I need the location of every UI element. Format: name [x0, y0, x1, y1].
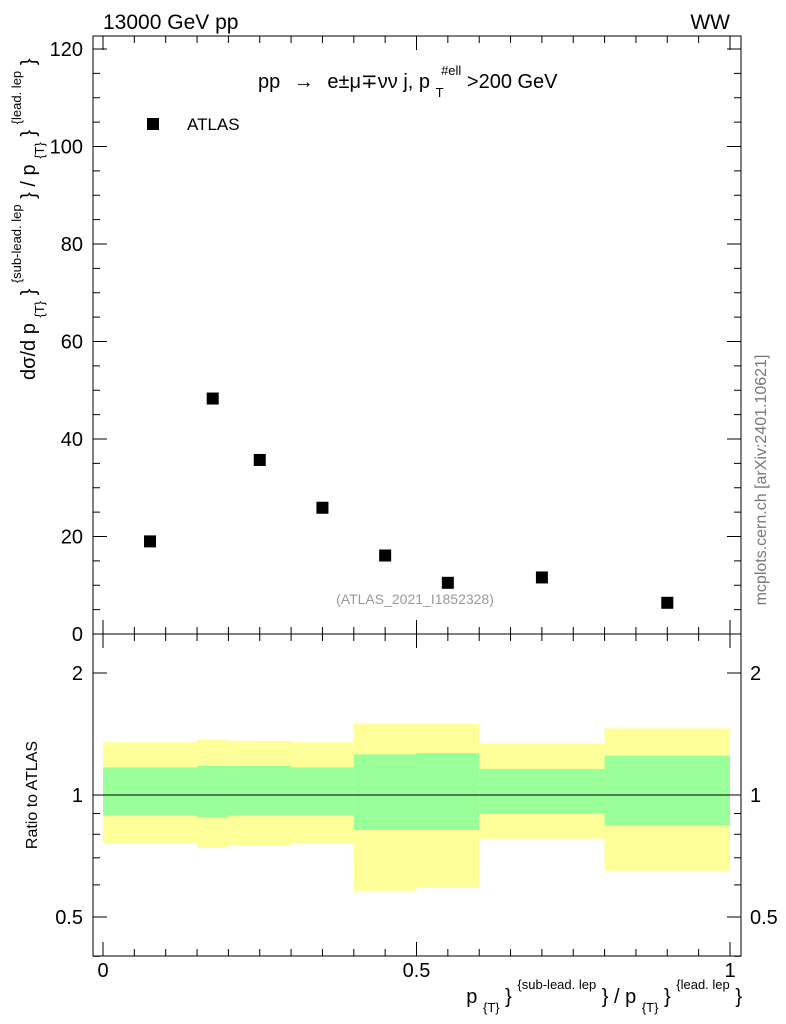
data-point: [253, 453, 266, 466]
process-label: pp → e±μ∓νν j, p T #ell >200 GeV: [258, 58, 558, 102]
main-y-tick-label: 0: [72, 624, 83, 646]
x-tick-label: 0.5: [403, 960, 431, 982]
ratio-inner-band: [291, 767, 354, 816]
data-point: [144, 535, 157, 548]
x-axis-label: p {T} } {sub-lead. lep } / p {T} } {lead…: [466, 972, 742, 1017]
ratio-y-tick-label-right: 2: [750, 663, 761, 685]
data-point: [316, 501, 329, 514]
main-y-tick-label: 80: [61, 234, 83, 256]
legend-marker: [147, 118, 159, 130]
analysis-id: (ATLAS_2021_I1852328): [336, 591, 494, 607]
ratio-y-tick-label: 0.5: [55, 907, 83, 929]
main-data-points: [144, 392, 674, 609]
ratio-y-tick-label: 1: [72, 785, 83, 807]
ratio-y-tick-label: 2: [72, 663, 83, 685]
main-y-tick-label: 60: [61, 332, 83, 354]
ratio-inner-band: [604, 755, 730, 826]
data-point: [661, 596, 674, 609]
watermark: mcplots.cern.ch [arXiv:2401.10621]: [753, 355, 770, 606]
main-y-tick-label: 20: [61, 527, 83, 549]
ratio-y-tick-label-right: 0.5: [750, 907, 778, 929]
ratio-inner-band: [353, 754, 417, 830]
data-point: [441, 576, 454, 589]
ratio-y-tick-label-right: 1: [750, 785, 761, 807]
header-process-label: WW: [690, 11, 730, 34]
x-tick-label: 0: [97, 960, 108, 982]
ratio-bands: [103, 723, 730, 891]
data-point: [206, 392, 219, 405]
data-point: [379, 549, 392, 562]
main-panel: 0 20 40 60 80 100 120 pp → e±μ∓νν j, p T #ell …: [4, 35, 742, 646]
x-tick-label: 1: [724, 960, 735, 982]
main-y-tick-label: 40: [61, 429, 83, 451]
ratio-inner-band: [103, 767, 198, 816]
header-energy-label: 13000 GeV pp: [103, 11, 238, 34]
data-point: [535, 571, 548, 584]
ratio-inner-band: [228, 765, 292, 816]
ratio-y-axis: 0.5 0.5 1 1 2 2: [55, 663, 778, 957]
legend-label: ATLAS: [187, 115, 240, 134]
ratio-inner-band: [416, 752, 480, 830]
main-y-label: dσ/d p {T} } {sub-lead. lep } / p {T} } …: [4, 58, 49, 380]
ratio-inner-band: [197, 765, 229, 818]
main-y-tick-label: 100: [50, 137, 83, 159]
ratio-inner-band: [479, 768, 605, 814]
x-axis: 0 0.5 1: [97, 36, 736, 982]
ratio-y-label: Ratio to ATLAS: [24, 741, 41, 849]
main-y-tick-label: 120: [50, 39, 83, 61]
main-y-axis: 0 20 40 60 80 100 120: [50, 39, 741, 646]
ratio-panel: 0.5 0.51 12 2 0 0.5 1 Ratio to ATLAS p {T} } …: [24, 36, 778, 1017]
